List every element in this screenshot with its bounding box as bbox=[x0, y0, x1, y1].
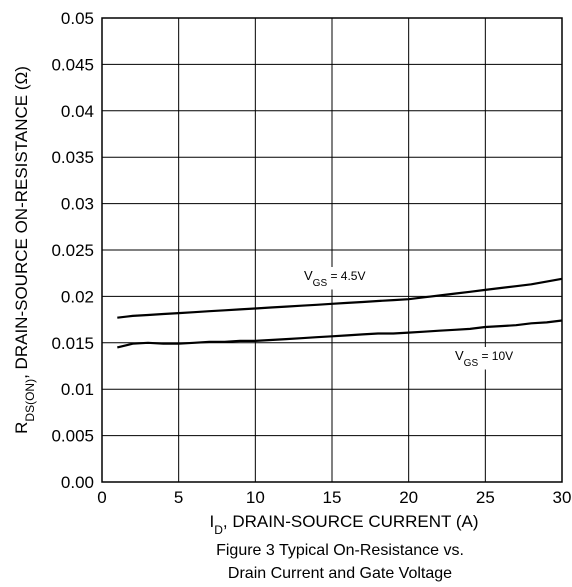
x-tick-label: 0 bbox=[97, 488, 106, 507]
x-tick-label: 10 bbox=[246, 488, 265, 507]
series-label-vgs-10v-main: V bbox=[455, 348, 464, 363]
x-axis-title-sub: D bbox=[214, 523, 223, 537]
series-line-0 bbox=[117, 277, 563, 319]
x-tick-label: 5 bbox=[174, 488, 183, 507]
y-tick-label: 0.005 bbox=[51, 427, 94, 446]
series-label-vgs-4v5-main: V bbox=[304, 268, 313, 283]
y-axis-title-main: R bbox=[12, 422, 31, 434]
y-tick-label: 0.03 bbox=[61, 195, 94, 214]
grid bbox=[101, 17, 563, 483]
y-tick-label: 0.04 bbox=[61, 102, 94, 121]
x-tick-label: 30 bbox=[553, 488, 572, 507]
series-label-vgs-4v5-rest: = 4.5V bbox=[327, 269, 365, 283]
x-axis-title-main: I bbox=[209, 512, 214, 531]
y-tick-label: 0.00 bbox=[61, 473, 94, 492]
series-line-1 bbox=[117, 319, 563, 349]
y-tick-label: 0.015 bbox=[51, 334, 94, 353]
tick-layer: 0.00 0.005 0.01 0.015 0.02 0.025 0.03 0.035 0.04… bbox=[51, 9, 571, 507]
y-axis-title: RDS(ON), DRAIN-SOURCE ON-RESISTANCE (Ω) bbox=[12, 66, 37, 434]
x-axis-title-rest: , DRAIN-SOURCE CURRENT (A) bbox=[223, 512, 479, 531]
figure-caption-line-1: Figure 3 Typical On-Resistance vs. bbox=[216, 542, 464, 559]
y-axis-title-sub: DS(ON) bbox=[23, 379, 37, 422]
svg-text:VGS = 4.5V: VGS = 4.5V bbox=[304, 268, 366, 289]
y-tick-label: 0.05 bbox=[61, 9, 94, 28]
y-tick-label: 0.02 bbox=[61, 287, 94, 306]
y-tick-label: 0.025 bbox=[51, 241, 94, 260]
series-label-vgs-4v5: VGS = 4.5V bbox=[300, 267, 370, 290]
y-tick-label: 0.035 bbox=[51, 148, 94, 167]
series-label-vgs-10v-rest: = 10V bbox=[478, 349, 513, 363]
x-axis-title: ID, DRAIN-SOURCE CURRENT (A) bbox=[209, 512, 478, 537]
y-tick-label: 0.01 bbox=[61, 380, 94, 399]
series-label-vgs-4v5-sub: GS bbox=[313, 278, 328, 289]
plot-frame bbox=[101, 17, 563, 483]
figure-caption-line-2: Drain Current and Gate Voltage bbox=[228, 565, 452, 582]
series-label-vgs-10v: VGS = 10V bbox=[451, 347, 518, 370]
series-label-vgs-10v-sub: GS bbox=[464, 358, 479, 369]
y-tick-label: 0.045 bbox=[51, 55, 94, 74]
series-layer bbox=[117, 277, 563, 349]
x-tick-label: 20 bbox=[399, 488, 418, 507]
x-tick-label: 25 bbox=[476, 488, 495, 507]
svg-text:VGS = 10V: VGS = 10V bbox=[455, 348, 513, 369]
x-tick-label: 15 bbox=[323, 488, 342, 507]
y-axis-title-rest: , DRAIN-SOURCE ON-RESISTANCE (Ω) bbox=[12, 66, 31, 379]
